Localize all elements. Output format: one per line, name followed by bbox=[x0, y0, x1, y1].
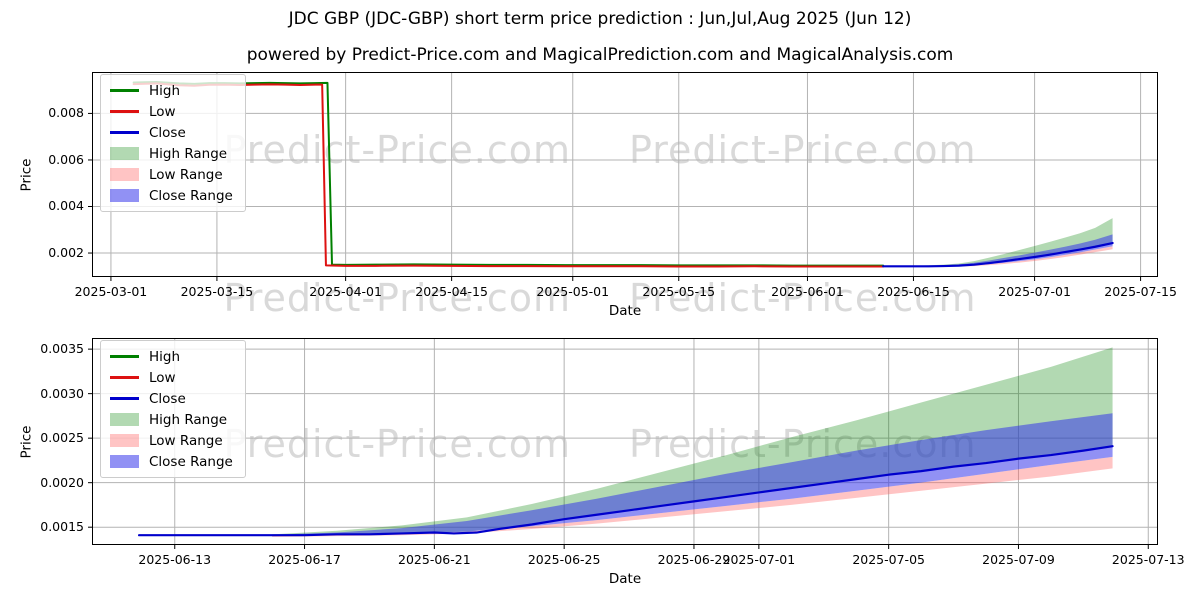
y-axis-label: Price bbox=[18, 158, 35, 191]
y-axis-label: Price bbox=[18, 425, 35, 458]
low-range-band bbox=[921, 246, 1113, 267]
legend: High Low Close High Range Low Range Close Ran… bbox=[100, 340, 246, 478]
x-tick-label: 2025-06-17 bbox=[268, 552, 341, 567]
high-line bbox=[132, 81, 885, 267]
x-tick-label: 2025-07-15 bbox=[1104, 284, 1177, 299]
legend-item: High Range bbox=[110, 411, 233, 428]
legend-label: Low Range bbox=[149, 166, 223, 183]
legend-label: High bbox=[149, 348, 181, 365]
legend: High Low Close High Range Low Range Close Ran… bbox=[100, 74, 246, 212]
legend-label: Close bbox=[149, 124, 186, 141]
y-tick-label: 0.0015 bbox=[40, 519, 84, 535]
legend-label: High Range bbox=[149, 411, 228, 428]
legend-swatch-high bbox=[110, 89, 139, 92]
price-history-chart: 2025-03-01 2025-03-15 2025-04-01 2025-04-15… bbox=[18, 72, 1177, 319]
x-axis-label: Date bbox=[608, 571, 642, 587]
legend-swatch-close_range bbox=[110, 189, 139, 202]
x-tick-label: 2025-07-09 bbox=[982, 552, 1055, 567]
legend-swatch-low bbox=[110, 376, 139, 379]
legend-item: Close bbox=[110, 390, 233, 407]
legend-label: Low bbox=[149, 103, 176, 120]
x-tick-label: 2025-06-13 bbox=[138, 552, 212, 567]
y-tick-label: 0.0020 bbox=[40, 474, 84, 490]
x-tick-label: 2025-04-15 bbox=[415, 284, 488, 299]
legend-swatch-close bbox=[110, 131, 139, 134]
x-tick-label: 2025-05-15 bbox=[642, 284, 716, 299]
legend-item: Close bbox=[110, 124, 233, 141]
low-line bbox=[132, 82, 885, 268]
x-tick-label: 2025-03-01 bbox=[74, 284, 148, 299]
legend-swatch-low_range bbox=[110, 434, 139, 447]
legend-item: Low bbox=[110, 369, 233, 386]
x-tick-label: 2025-06-25 bbox=[527, 552, 601, 567]
plot-canvas bbox=[88, 72, 1158, 281]
x-tick-label: 2025-06-21 bbox=[398, 552, 471, 567]
x-tick-label: 2025-04-01 bbox=[309, 284, 382, 299]
y-tick-label: 0.0025 bbox=[40, 430, 84, 446]
legend-item: Close Range bbox=[110, 453, 233, 470]
legend-item: High Range bbox=[110, 145, 233, 162]
x-axis-label: Date bbox=[608, 303, 642, 319]
legend-swatch-close_range bbox=[110, 455, 139, 468]
legend-label: Close Range bbox=[149, 187, 233, 204]
legend-swatch-low_range bbox=[110, 168, 139, 181]
x-tick-label: 2025-06-15 bbox=[877, 284, 950, 299]
legend-label: Close bbox=[149, 390, 186, 407]
y-tick-label: 0.008 bbox=[48, 105, 84, 121]
y-tick-label: 0.006 bbox=[48, 151, 84, 167]
legend-swatch-high_range bbox=[110, 413, 139, 426]
x-tick-label: 2025-05-01 bbox=[536, 284, 610, 299]
close-line bbox=[882, 241, 1114, 268]
y-tick-label: 0.004 bbox=[48, 198, 84, 214]
legend-item: Low bbox=[110, 103, 233, 120]
x-tick-label: 2025-06-29 bbox=[657, 552, 731, 567]
legend-label: Low bbox=[149, 369, 176, 386]
legend-swatch-high bbox=[110, 355, 139, 358]
y-tick-label: 0.0035 bbox=[40, 341, 84, 357]
legend-label: High Range bbox=[149, 145, 228, 162]
legend-swatch-close bbox=[110, 397, 139, 400]
figure-subtitle: powered by Predict-Price.com and Magical… bbox=[246, 45, 954, 65]
x-tick-label: 2025-03-15 bbox=[180, 284, 254, 299]
legend-item: Low Range bbox=[110, 432, 233, 449]
x-tick-label: 2025-07-01 bbox=[722, 552, 796, 567]
x-tick-label: 2025-07-13 bbox=[1111, 552, 1185, 567]
close-line bbox=[137, 445, 1114, 537]
legend-label: High bbox=[149, 82, 181, 99]
x-tick-label: 2025-07-01 bbox=[998, 284, 1071, 299]
plot-canvas bbox=[88, 338, 1158, 549]
legend-item: Close Range bbox=[110, 187, 233, 204]
legend-label: Close Range bbox=[149, 453, 233, 470]
legend-swatch-high_range bbox=[110, 147, 139, 160]
legend-label: Low Range bbox=[149, 432, 223, 449]
legend-item: High bbox=[110, 82, 233, 99]
x-tick-label: 2025-06-01 bbox=[771, 284, 844, 299]
legend-swatch-low bbox=[110, 110, 139, 113]
legend-item: High bbox=[110, 348, 233, 365]
close-range-band bbox=[272, 413, 1113, 537]
figure-title: JDC GBP (JDC-GBP) short term price predi… bbox=[288, 9, 912, 29]
legend-item: Low Range bbox=[110, 166, 233, 183]
y-tick-label: 0.0030 bbox=[40, 385, 84, 401]
forecast-zoom-chart: 2025-06-13 2025-06-17 2025-06-21 2025-06-25… bbox=[18, 338, 1185, 587]
y-tick-label: 0.002 bbox=[48, 245, 84, 261]
x-tick-label: 2025-07-05 bbox=[852, 552, 925, 567]
